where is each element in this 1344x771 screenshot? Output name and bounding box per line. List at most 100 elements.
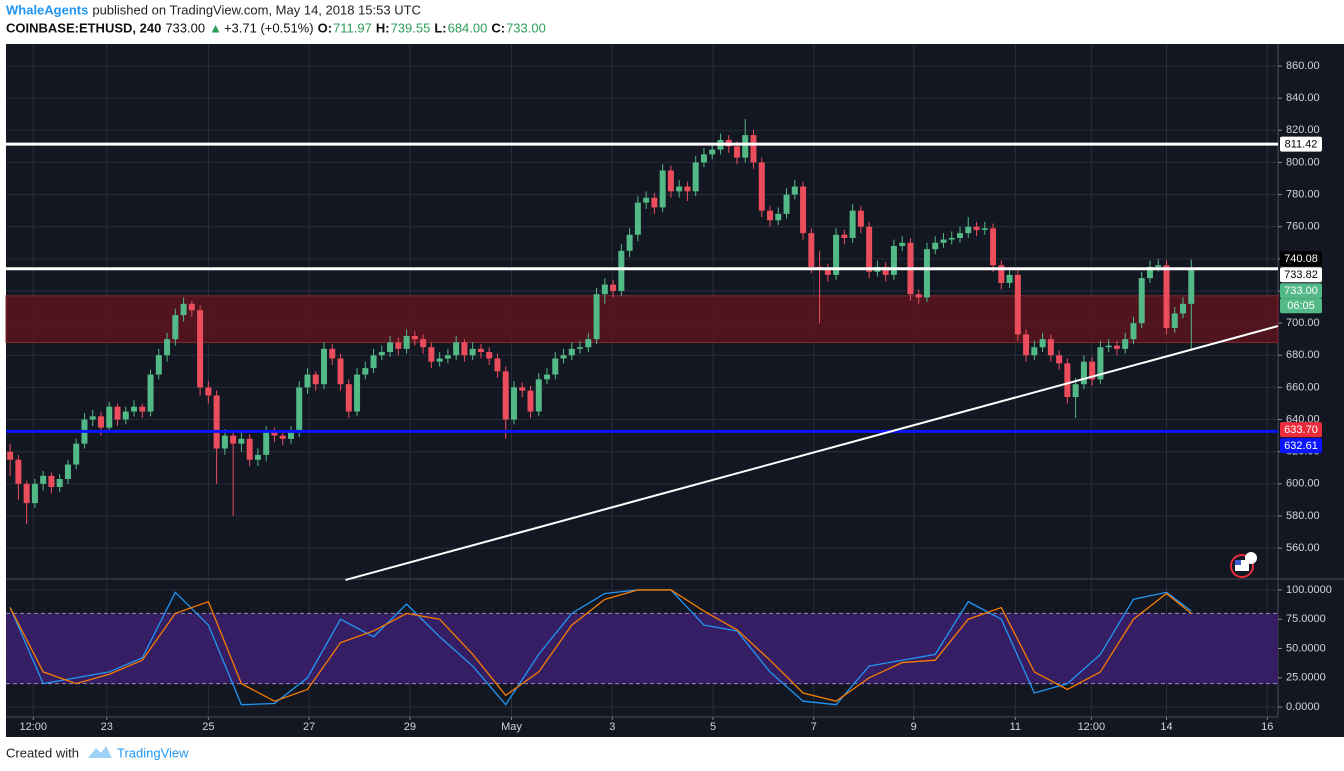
candle-body (1056, 355, 1063, 364)
price-label: 733.82 (1284, 269, 1318, 281)
y-tick-label: 25.0000 (1286, 672, 1326, 684)
y-tick-label: 580.00 (1286, 510, 1320, 522)
candle-body (750, 135, 757, 163)
candle-body (775, 213, 782, 221)
candle-body (180, 303, 187, 316)
candle-body (254, 454, 261, 460)
header-text: COINBASE:ETHUSD, 240 (6, 20, 161, 35)
candle-body (40, 475, 47, 484)
flag[interactable] (1235, 560, 1249, 571)
x-tick-label: 16 (1261, 721, 1273, 733)
price-label-box (1280, 267, 1322, 283)
candle-body (370, 355, 377, 369)
candle-body (362, 368, 369, 375)
candle-body (188, 303, 195, 311)
candle-body (502, 371, 509, 420)
candle-body (1014, 274, 1021, 335)
footer-text: Created with (6, 745, 79, 760)
candle-body (957, 233, 963, 238)
candle-body (1047, 339, 1054, 356)
candle-body (205, 387, 212, 396)
y-tick-label: 800.00 (1286, 156, 1320, 168)
candle-body (965, 226, 972, 234)
candle-body (610, 284, 617, 291)
flag-badge[interactable] (1245, 552, 1257, 564)
candle-body (824, 270, 831, 275)
candle-body (1006, 274, 1013, 283)
y-tick-label: 75.0000 (1286, 613, 1326, 625)
candle-body (97, 416, 104, 428)
candle-body (378, 352, 385, 356)
candle-body (420, 339, 427, 348)
candle-body (48, 475, 55, 488)
candle-body (312, 374, 319, 385)
x-tick-label: 27 (303, 721, 315, 733)
candle-body (213, 395, 220, 449)
candle-body (246, 438, 253, 460)
candle-body (139, 406, 146, 412)
candle-body (535, 379, 542, 412)
header-text: L: (434, 20, 446, 35)
footer-brand: TradingView (117, 745, 189, 760)
candle-body (733, 146, 740, 158)
header-text: 739.55 (391, 20, 431, 35)
y-tick-label: 680.00 (1286, 349, 1320, 361)
candle-body (544, 374, 551, 380)
candle-body (1023, 334, 1030, 356)
stoch-line (9, 589, 1192, 706)
header-text: H: (376, 20, 390, 35)
candle-body (1089, 361, 1096, 380)
candle-body (998, 265, 1005, 283)
candle-body (7, 451, 14, 460)
candle-body (477, 348, 484, 353)
price-label-box (1280, 283, 1322, 299)
candle-body (1064, 363, 1071, 398)
x-tick-label: 3 (609, 721, 615, 733)
candle-body (940, 239, 947, 243)
candle-body (742, 135, 749, 158)
candle-body (403, 335, 410, 349)
stoch-band (6, 613, 1278, 684)
x-tick-label: 29 (404, 721, 416, 733)
candle-body (510, 387, 517, 420)
candle-body (56, 479, 63, 488)
x-tick-label: 12:00 (19, 721, 47, 733)
y-tick-label: 840.00 (1286, 92, 1320, 104)
trendline (345, 325, 1279, 581)
candle-body (800, 186, 807, 234)
candle-body (304, 374, 311, 388)
candle-body (279, 435, 286, 439)
zone (5, 295, 1279, 343)
candle-body (948, 237, 955, 240)
candle-body (1188, 270, 1195, 304)
price-label-box (1280, 438, 1322, 454)
candle-body (73, 443, 80, 465)
price-label: 632.61 (1284, 440, 1318, 452)
price-label-box (1280, 136, 1322, 152)
flag-canton[interactable] (1235, 560, 1241, 565)
candle-body (1130, 323, 1137, 340)
candle-body (973, 226, 980, 230)
stoch-line (9, 589, 1192, 702)
x-tick-label: 5 (710, 721, 716, 733)
candle-body (345, 384, 352, 412)
event-flag[interactable] (1230, 552, 1257, 578)
candle-body (263, 432, 270, 455)
candle-body (981, 228, 988, 230)
chart-layer: 12:00 23 25 27 29 May 3 5 7 9 11 12:00 14 16 560.00 580… (5, 44, 1332, 733)
candle-body (1163, 265, 1170, 328)
x-tick-label: 14 (1160, 721, 1172, 733)
x-tick-label: 7 (811, 721, 817, 733)
candle-body (131, 406, 138, 412)
candle-body (287, 432, 294, 439)
candle-body (890, 245, 897, 275)
candle-body (585, 339, 592, 348)
y-tick-label: 560.00 (1286, 542, 1320, 554)
x-tick-label: 11 (1010, 721, 1021, 733)
candle-body (428, 347, 435, 362)
candle-body (692, 162, 699, 192)
candle-body (1105, 345, 1112, 348)
x-tick-label: 23 (101, 721, 113, 733)
candle-body (486, 352, 493, 359)
